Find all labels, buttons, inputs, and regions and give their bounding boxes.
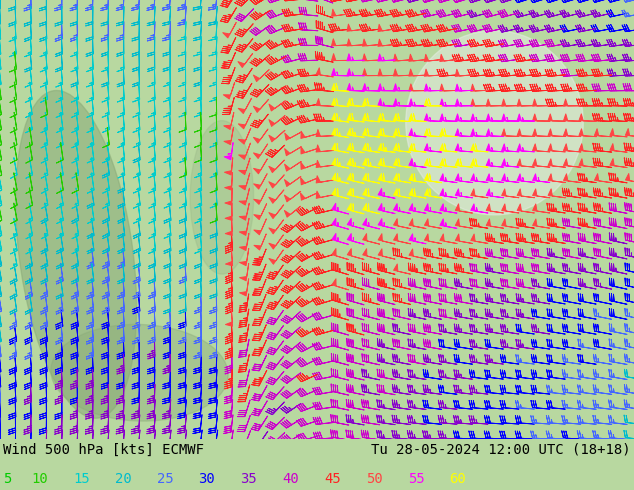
Ellipse shape: [51, 324, 228, 421]
Text: 30: 30: [198, 472, 215, 486]
Ellipse shape: [16, 91, 136, 418]
Text: 20: 20: [115, 472, 131, 486]
Text: 10: 10: [31, 472, 48, 486]
Ellipse shape: [406, 31, 583, 215]
Text: 25: 25: [157, 472, 173, 486]
Text: 35: 35: [240, 472, 257, 486]
Ellipse shape: [190, 121, 254, 274]
Text: 60: 60: [450, 472, 466, 486]
Text: 40: 40: [282, 472, 299, 486]
Text: 50: 50: [366, 472, 382, 486]
Text: 45: 45: [324, 472, 340, 486]
Text: 55: 55: [408, 472, 424, 486]
Text: 15: 15: [73, 472, 89, 486]
Text: Tu 28-05-2024 12:00 UTC (18+18): Tu 28-05-2024 12:00 UTC (18+18): [371, 442, 631, 457]
Text: 5: 5: [3, 472, 11, 486]
Text: Wind 500 hPa [kts] ECMWF: Wind 500 hPa [kts] ECMWF: [3, 442, 204, 457]
